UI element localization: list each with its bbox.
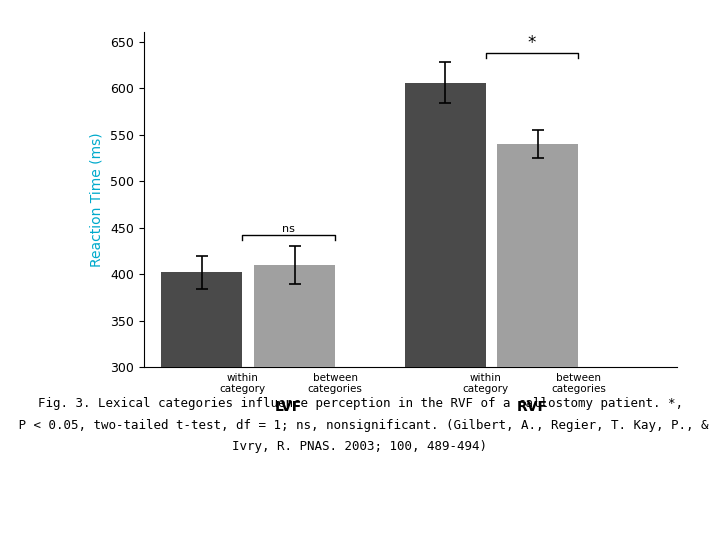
Text: P < 0.05, two-tailed t-test, df = 1; ns, nonsignificant. (Gilbert, A., Regier, T: P < 0.05, two-tailed t-test, df = 1; ns,… xyxy=(12,418,708,431)
Bar xyxy=(254,265,335,367)
Text: Fig. 3. Lexical categories influence perception in the RVF of a callostomy patie: Fig. 3. Lexical categories influence per… xyxy=(37,397,683,410)
Bar xyxy=(405,83,486,367)
Text: LVF: LVF xyxy=(275,400,302,414)
Y-axis label: Reaction Time (ms): Reaction Time (ms) xyxy=(89,132,104,267)
Bar xyxy=(161,272,243,367)
Bar xyxy=(498,144,578,367)
Text: RVF: RVF xyxy=(516,400,547,414)
Text: *: * xyxy=(528,34,536,52)
Text: Ivry, R. PNAS. 2003; 100, 489-494): Ivry, R. PNAS. 2003; 100, 489-494) xyxy=(233,440,487,453)
Text: ns: ns xyxy=(282,224,295,234)
